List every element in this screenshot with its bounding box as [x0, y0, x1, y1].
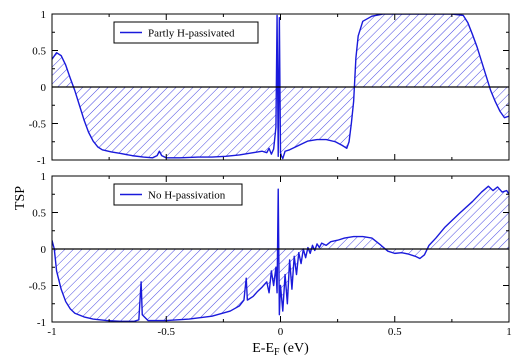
y-tick-label: -0.5 — [29, 281, 47, 293]
legend-label: No H-passivation — [148, 190, 226, 202]
chart-panel-1: -1 -0.5 0 0.5 1 Partly H-passivated — [29, 9, 510, 167]
legend-label: Partly H-passivated — [148, 28, 235, 40]
y-axis-label: TSP — [13, 186, 28, 210]
y-tick-label: 0 — [41, 244, 47, 256]
series-area-1 — [52, 14, 509, 159]
y-tick-label: 1 — [41, 9, 47, 21]
y-tick-label: 0 — [41, 82, 47, 94]
y-tick-label: -1 — [37, 155, 46, 167]
series-area-1 — [52, 186, 509, 322]
x-tick-label: 1 — [506, 326, 512, 338]
x-tick-label: 0.5 — [388, 326, 402, 338]
x-tick-label: 0 — [278, 326, 284, 338]
legend: Partly H-passivated — [113, 21, 259, 44]
y-tick-label: 1 — [41, 171, 47, 183]
y-tick-label: 0.5 — [32, 208, 46, 220]
y-tick-label: -0.5 — [29, 119, 47, 131]
x-tick-label: -0.5 — [158, 326, 176, 338]
chart-panel-2: -1 -0.5 0 0.5 1 -1 -0.5 0 0.5 1 No H-passivation — [29, 171, 512, 338]
y-tick-label: 0.5 — [32, 46, 46, 58]
y-tick-label: -1 — [37, 317, 46, 329]
legend: No H-passivation — [113, 183, 243, 206]
legend-box — [113, 21, 259, 44]
x-tick-label: -1 — [47, 326, 56, 338]
series-line-1 — [52, 185, 509, 322]
x-axis-label: E-EF (eV) — [252, 341, 309, 356]
legend-box — [113, 183, 243, 206]
series-line-1 — [52, 14, 509, 160]
